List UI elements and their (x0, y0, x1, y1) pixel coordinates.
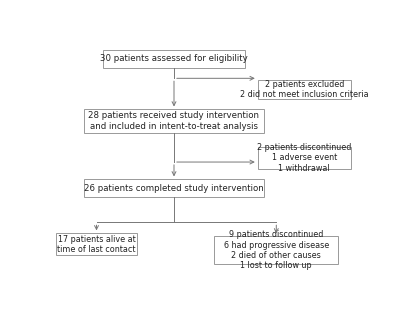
Text: 30 patients assessed for eligibility: 30 patients assessed for eligibility (100, 54, 248, 63)
Text: 28 patients received study intervention
and included in intent-to-treat analysis: 28 patients received study intervention … (88, 111, 260, 131)
Text: 9 patients discontinued
6 had progressive disease
2 died of other causes
1 lost : 9 patients discontinued 6 had progressiv… (224, 230, 329, 270)
Text: 17 patients alive at
time of last contact: 17 patients alive at time of last contac… (57, 235, 136, 254)
Bar (258, 147, 351, 169)
Bar (214, 236, 338, 264)
Text: 2 patients discontinued
1 adverse event
1 withdrawal: 2 patients discontinued 1 adverse event … (257, 143, 351, 172)
Bar (103, 50, 245, 68)
Text: 2 patients excluded
2 did not meet inclusion criteria: 2 patients excluded 2 did not meet inclu… (240, 80, 368, 99)
Text: 26 patients completed study intervention: 26 patients completed study intervention (84, 184, 264, 193)
Bar (56, 233, 137, 255)
Bar (84, 109, 264, 133)
Bar (258, 80, 351, 99)
Bar (84, 179, 264, 197)
